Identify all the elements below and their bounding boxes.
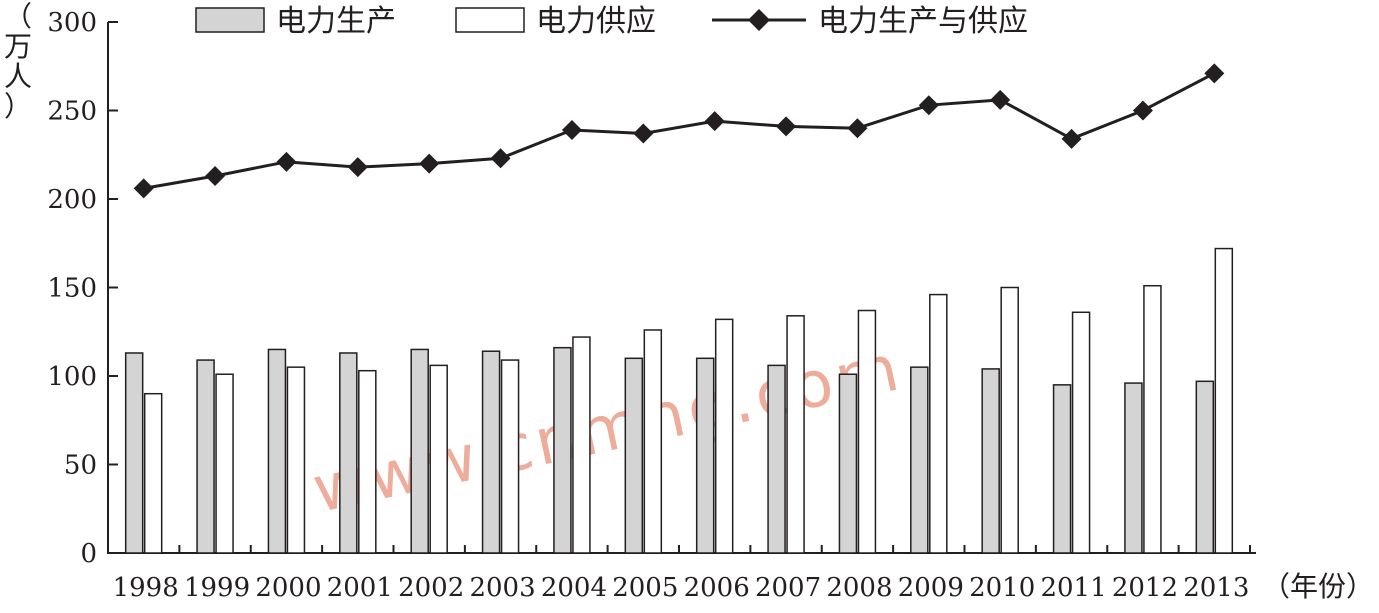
y-tick-label: 100 bbox=[47, 362, 97, 392]
bar-production-2008 bbox=[838, 373, 858, 554]
legend-swatch-total-marker bbox=[748, 9, 770, 31]
bar-supply-2007 bbox=[786, 315, 805, 554]
x-tick-label-2011: 2011 bbox=[1040, 573, 1106, 603]
bar-production-2012 bbox=[1124, 382, 1143, 554]
point-total-1998 bbox=[133, 178, 154, 199]
y-axis-label-char: ） bbox=[4, 90, 32, 123]
line-total-series bbox=[143, 71, 1216, 190]
bar-supply-2004 bbox=[572, 336, 591, 554]
watermark: www.cnmhg.com bbox=[307, 331, 909, 528]
bar-production-2013 bbox=[1195, 380, 1215, 554]
y-axis-label-char: （ bbox=[4, 0, 32, 33]
bar-supply-1998 bbox=[143, 392, 163, 554]
bar-production-2009 bbox=[910, 366, 929, 554]
y-axis-label-char: 万 bbox=[4, 30, 32, 63]
x-axis-label: （年份） bbox=[1262, 570, 1374, 603]
point-total-2001 bbox=[347, 157, 368, 178]
bar-supply-2001 bbox=[358, 369, 377, 554]
point-total-2010 bbox=[990, 89, 1011, 110]
legend-swatch-supply bbox=[455, 7, 525, 33]
point-total-2013 bbox=[1204, 63, 1225, 84]
bar-supply-2010 bbox=[1000, 286, 1019, 554]
x-tick-label-2006: 2006 bbox=[684, 573, 750, 603]
bar-production-2001 bbox=[339, 352, 358, 554]
y-tick-label: 200 bbox=[47, 185, 97, 215]
line-layer bbox=[133, 63, 1225, 199]
bar-supply-2008 bbox=[857, 309, 877, 554]
bars-layer bbox=[124, 247, 1234, 554]
point-total-2004 bbox=[561, 119, 582, 140]
x-tick-label-2013: 2013 bbox=[1183, 573, 1249, 603]
point-total-2003 bbox=[490, 148, 511, 169]
x-tick-label-2001: 2001 bbox=[327, 573, 393, 603]
y-tick-label: 150 bbox=[47, 274, 97, 304]
legend-swatch-production bbox=[195, 7, 265, 33]
x-ticks-layer: 1998 1999 2000 2001 2002 2003 2004 2005 2006 2007… bbox=[107, 545, 1251, 603]
y-tick-label: 0 bbox=[80, 539, 97, 569]
legend-label-total: 电力生产与供应 bbox=[818, 4, 1028, 39]
point-total-2002 bbox=[419, 153, 440, 174]
bar-production-1999 bbox=[196, 359, 215, 554]
bar-supply-2003 bbox=[500, 359, 520, 554]
bar-supply-2013 bbox=[1214, 247, 1234, 554]
y-tick-label: 50 bbox=[64, 451, 97, 481]
x-tick-label-2005: 2005 bbox=[612, 573, 678, 603]
point-total-2011 bbox=[1061, 128, 1082, 149]
point-total-2009 bbox=[918, 95, 939, 116]
point-total-2012 bbox=[1132, 100, 1153, 121]
bar-production-2005 bbox=[624, 357, 644, 554]
x-tick-label-1998: 1998 bbox=[113, 573, 179, 603]
bar-supply-2011 bbox=[1071, 311, 1091, 554]
x-tick-label-2007: 2007 bbox=[755, 573, 821, 603]
y-ticks-layer: 0 50 100 150 200 250 300 bbox=[47, 8, 118, 569]
bar-supply-2000 bbox=[286, 366, 306, 554]
point-total-1999 bbox=[205, 165, 226, 186]
point-total-2005 bbox=[633, 123, 654, 144]
bar-supply-2012 bbox=[1143, 284, 1162, 554]
x-tick-label-2000: 2000 bbox=[255, 573, 321, 603]
x-tick-label-2010: 2010 bbox=[969, 573, 1035, 603]
x-tick-label-2003: 2003 bbox=[469, 573, 535, 603]
bar-production-2011 bbox=[1052, 384, 1072, 554]
point-total-2008 bbox=[847, 118, 868, 139]
bar-production-2007 bbox=[767, 364, 786, 554]
x-tick-label-2004: 2004 bbox=[541, 573, 607, 603]
legend: 电力生产 电力供应 电力生产与供应 bbox=[195, 4, 1028, 39]
point-total-2006 bbox=[704, 111, 725, 132]
y-axis-label: （万人） bbox=[4, 0, 32, 123]
watermark-layer: www.cnmhg.com bbox=[307, 331, 909, 528]
point-total-2000 bbox=[276, 151, 297, 172]
point-total-2007 bbox=[776, 116, 797, 137]
x-tick-label-2012: 2012 bbox=[1112, 573, 1178, 603]
bar-production-2004 bbox=[553, 346, 572, 554]
y-axis-label-char: 人 bbox=[4, 60, 32, 93]
y-tick-label: 250 bbox=[47, 97, 97, 127]
bar-supply-2005 bbox=[643, 329, 663, 554]
bar-production-2000 bbox=[267, 348, 287, 554]
bar-production-2002 bbox=[410, 348, 429, 554]
x-tick-label-2002: 2002 bbox=[398, 573, 464, 603]
bar-production-1998 bbox=[124, 352, 144, 554]
bar-production-2010 bbox=[981, 368, 1000, 554]
legend-label-supply: 电力供应 bbox=[536, 4, 656, 39]
bar-supply-2002 bbox=[429, 364, 448, 554]
x-tick-label-2008: 2008 bbox=[826, 573, 892, 603]
x-tick-label-1999: 1999 bbox=[184, 573, 250, 603]
bar-supply-1999 bbox=[215, 373, 234, 554]
y-tick-label: 300 bbox=[47, 8, 97, 38]
bar-production-2003 bbox=[481, 350, 501, 554]
bar-supply-2009 bbox=[929, 293, 948, 554]
legend-label-production: 电力生产 bbox=[276, 4, 396, 39]
y-axis-label-group: （万人） bbox=[4, 0, 32, 123]
x-tick-label-2009: 2009 bbox=[898, 573, 964, 603]
bar-supply-2006 bbox=[714, 318, 734, 554]
bar-production-2006 bbox=[695, 357, 715, 554]
